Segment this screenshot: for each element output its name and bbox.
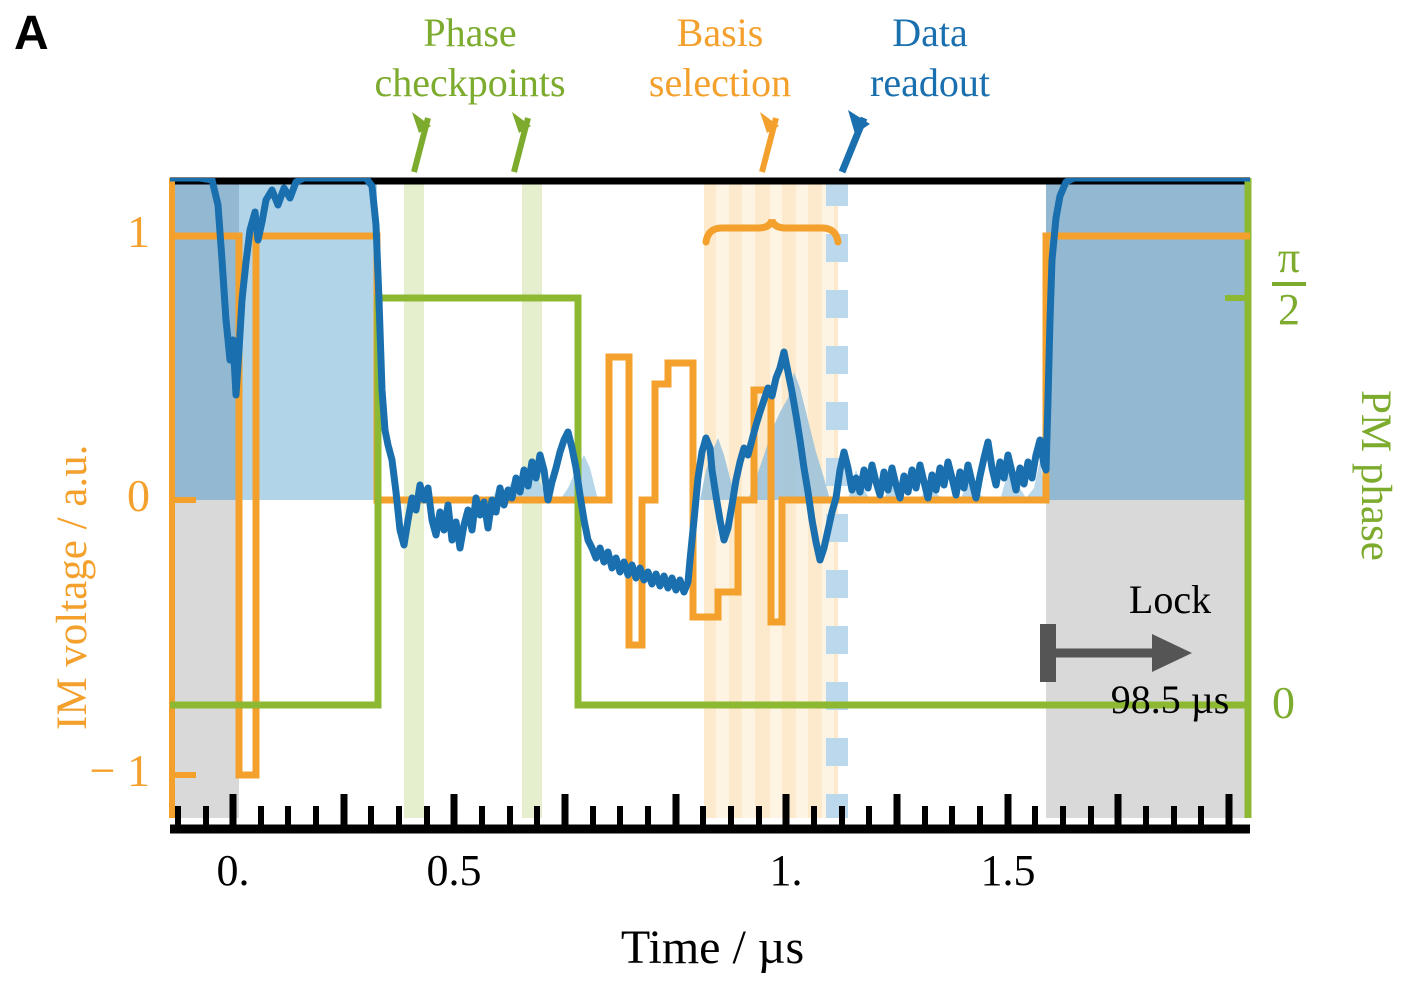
ytick-label-left-1: 1: [127, 206, 150, 257]
ytick-label-right-pi-over-2: π 2: [1272, 236, 1342, 332]
annotation-phase-checkpoints: Phase checkpoints: [374, 10, 566, 105]
region-blue-fill-end-dark: [1046, 183, 1250, 500]
xtick-label-0: 0.: [216, 846, 250, 895]
trace-pm-phase: [170, 294, 1248, 709]
region-lock-start: [170, 500, 239, 818]
trace-detector-signal: [170, 178, 1250, 596]
lock-label-line2: 98.5 µs: [1110, 677, 1230, 722]
annotation-basis-selection: Basis selection: [648, 10, 792, 105]
annotation-data-readout: Data readout: [870, 10, 990, 105]
lock-duration-arrow: [1040, 624, 1192, 682]
xaxis-title: Time / µs: [620, 921, 805, 974]
ytick-label-left-0: 0: [127, 470, 150, 521]
lock-duration-label: Lock 98.5 µs: [1065, 525, 1275, 775]
pi-numerator: π: [1277, 233, 1301, 282]
panel-letter: A: [14, 7, 49, 60]
region-lock-end: [1046, 500, 1250, 818]
yaxis-left-title: IM voltage / a.u.: [49, 444, 96, 730]
ytick-label-left-neg1: − 1: [89, 745, 150, 796]
two-denominator: 2: [1278, 285, 1300, 334]
annotation-arrows: [411, 110, 870, 174]
xaxis-ticks: [175, 794, 1233, 829]
xtick-label-0-5: 0.5: [426, 846, 482, 895]
fraction-bar: [1272, 282, 1306, 286]
xtick-label-1-5: 1.5: [980, 846, 1036, 895]
lock-label-line1: Lock: [1128, 577, 1212, 622]
ytick-label-right-0: 0: [1272, 677, 1295, 728]
basis-selection-brace: [702, 218, 842, 246]
yaxis-right-title: PM phase: [1352, 390, 1399, 561]
xtick-label-1: 1.: [769, 846, 803, 895]
